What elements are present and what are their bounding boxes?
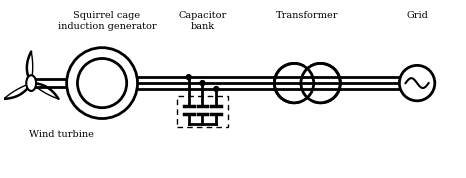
Circle shape: [214, 87, 219, 91]
Circle shape: [186, 75, 191, 80]
Text: Transformer: Transformer: [276, 11, 339, 20]
Circle shape: [301, 63, 340, 103]
Circle shape: [200, 81, 205, 86]
Ellipse shape: [26, 75, 36, 91]
Text: Squirrel cage
induction generator: Squirrel cage induction generator: [58, 11, 156, 31]
Circle shape: [274, 63, 314, 103]
Circle shape: [67, 48, 137, 119]
Circle shape: [77, 59, 127, 108]
Text: Wind turbine: Wind turbine: [29, 130, 94, 139]
Circle shape: [399, 65, 435, 101]
Text: Capacitor
bank: Capacitor bank: [178, 11, 226, 31]
Bar: [177, 96, 228, 127]
Text: Grid: Grid: [406, 11, 428, 20]
Bar: [292, 65, 322, 101]
